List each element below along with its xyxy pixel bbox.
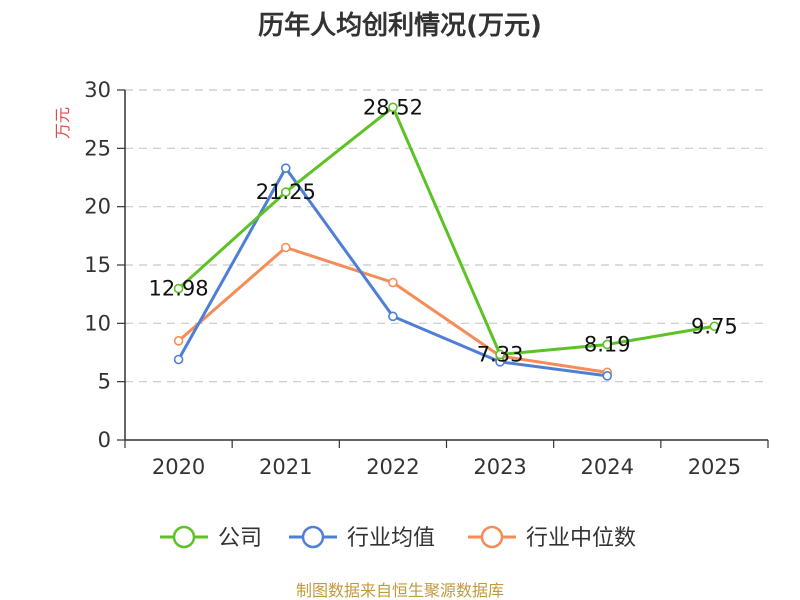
data-point-2	[280, 242, 291, 253]
y-tick-label: 5	[98, 370, 111, 394]
series-line-2	[177, 246, 608, 374]
legend-swatch-marker	[480, 525, 504, 549]
data-label: 21.25	[256, 180, 316, 204]
data-label: 9.75	[691, 314, 738, 338]
x-tick-label: 2020	[152, 455, 205, 479]
x-tick-label: 2024	[581, 455, 634, 479]
data-point-1	[388, 311, 398, 322]
x-tick-label: 2021	[259, 455, 312, 479]
legend-label: 行业均值	[347, 526, 435, 551]
series-line-1	[177, 166, 608, 378]
data-point-2	[388, 277, 398, 288]
y-tick-label: 10	[84, 311, 111, 335]
data-point-0	[388, 102, 398, 113]
data-point-1	[280, 163, 291, 173]
legend-swatch-marker	[172, 525, 196, 549]
data-label: 28.52	[363, 95, 423, 119]
x-tick-label: 2023	[473, 455, 526, 479]
x-tick-label: 2022	[366, 455, 419, 479]
y-tick-label: 30	[84, 78, 111, 102]
data-point-0	[173, 283, 184, 294]
data-point-0	[602, 339, 613, 350]
y-tick-label: 20	[84, 195, 111, 219]
data-source-note: 制图数据来自恒生聚源数据库	[296, 581, 504, 600]
data-point-0	[709, 321, 720, 332]
data-label: 7.33	[477, 342, 524, 366]
x-tick-label: 2025	[688, 455, 741, 479]
y-tick-label: 0	[98, 428, 111, 452]
y-tick-label: 15	[84, 253, 111, 277]
data-point-2	[173, 336, 184, 346]
legend-label: 行业中位数	[526, 526, 636, 551]
y-axis-label: 万元	[53, 107, 72, 139]
data-point-0	[495, 349, 505, 360]
data-label: 8.19	[584, 332, 631, 356]
data-label: 12.98	[149, 277, 209, 301]
data-point-1	[602, 371, 613, 381]
series-line-0	[177, 105, 715, 356]
legend-label: 公司	[218, 526, 262, 551]
y-tick-label: 25	[84, 136, 111, 160]
legend: 公司 行业均值 行业中位数	[160, 525, 636, 551]
legend-swatch-marker	[301, 525, 325, 549]
data-labels-layer: 12.98 21.25 28.52 7.33 8.19 9.75	[149, 95, 738, 366]
chart-title: 历年人均创利情况(万元)	[258, 10, 542, 41]
grid-layer	[125, 89, 768, 383]
series-layer	[173, 102, 720, 381]
data-point-1	[173, 354, 184, 365]
data-point-0	[280, 187, 291, 197]
